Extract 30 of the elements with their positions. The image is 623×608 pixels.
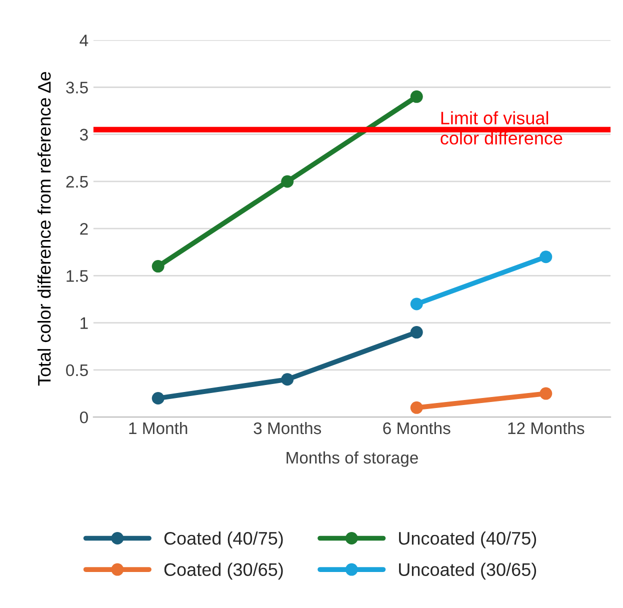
y-tick-label: 1 xyxy=(80,317,88,329)
y-tick-label: 0 xyxy=(80,411,88,424)
point xyxy=(410,326,423,339)
legend-label: Uncoated (40/75) xyxy=(399,531,536,548)
point xyxy=(281,373,294,386)
legend-label: Coated (40/75) xyxy=(164,531,283,548)
point xyxy=(281,175,294,188)
point xyxy=(152,260,164,273)
x-tick-label: 1 Month xyxy=(129,422,188,434)
y-tick-label: 0.5 xyxy=(66,364,88,376)
legend-label: Uncoated (30/65) xyxy=(399,562,536,580)
ref-line-label: Limit of visual color difference xyxy=(440,111,562,145)
y-tick-label: 2.5 xyxy=(66,176,88,188)
x-tick-label: 6 Months xyxy=(383,422,450,434)
legend-label: Coated (30/65) xyxy=(164,562,283,580)
y-axis-title: Total color difference from reference Δe xyxy=(37,72,51,386)
y-tick-label: 4 xyxy=(80,34,88,46)
point xyxy=(540,387,552,400)
y-tick-label: 1.5 xyxy=(66,270,88,282)
point xyxy=(410,401,423,414)
point xyxy=(152,392,164,404)
y-tick-label: 3 xyxy=(80,128,88,141)
point xyxy=(410,298,423,310)
y-tick-label: 3.5 xyxy=(66,82,88,94)
x-tick-label: 12 Months xyxy=(508,422,584,434)
point xyxy=(540,250,552,264)
point xyxy=(410,90,423,103)
x-axis-title: Months of storage xyxy=(286,451,418,467)
x-tick-label: 3 Months xyxy=(254,422,322,434)
y-tick-label: 2 xyxy=(80,223,88,235)
